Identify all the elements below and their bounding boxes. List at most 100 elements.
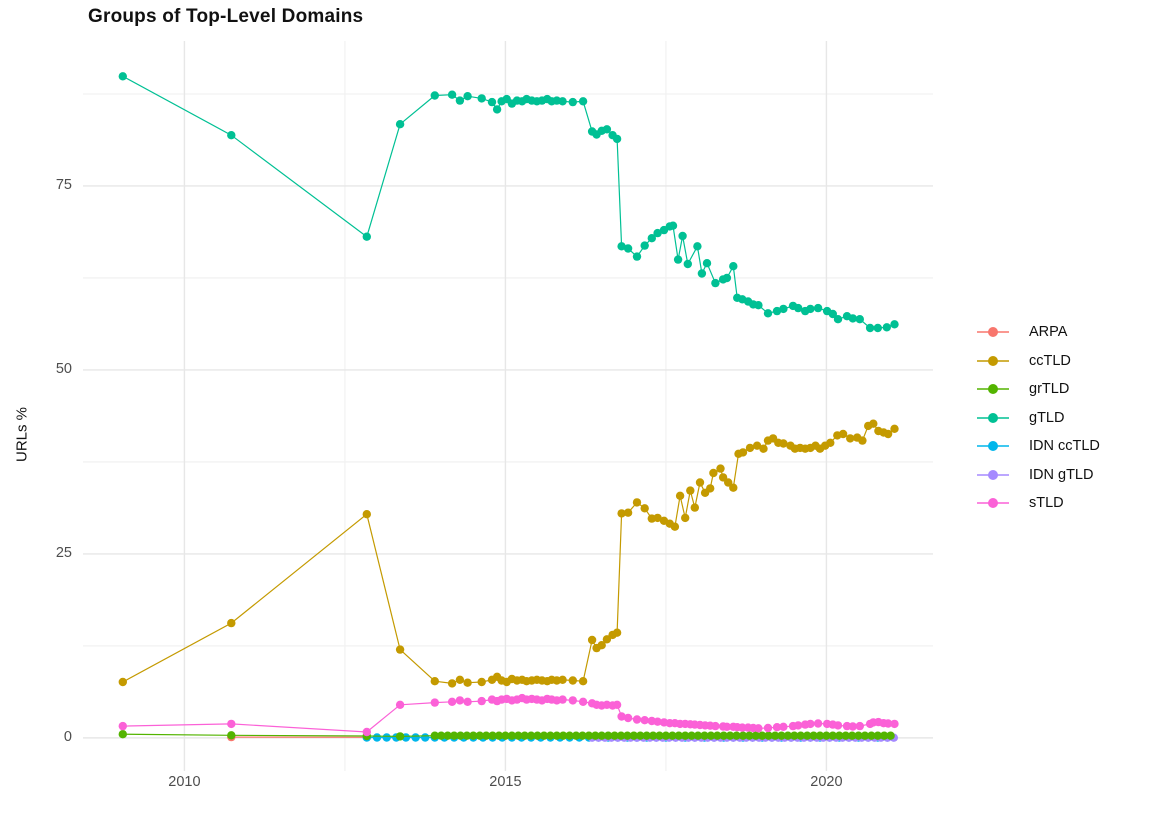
series-point-cctld [568,676,577,685]
series-point-grtld [488,731,497,740]
series-point-gtld [673,255,683,264]
series-point-stld [754,724,763,733]
series-point-gtld [463,92,472,101]
legend-item-grtld: grTLD [976,375,1100,404]
series-point-stld [890,719,899,729]
series-point-cctld [623,508,633,517]
series-point-cctld [709,468,718,478]
series-point-grtld [430,731,439,740]
series-point-stld [722,722,732,731]
series-point-stld [794,721,803,730]
series-point-cctld [716,464,725,473]
series-point-cctld [617,509,626,518]
series-point-cctld [759,444,768,453]
series-point-cctld [118,677,128,687]
series-point-gtld [455,96,465,105]
series-point-grtld [867,731,876,740]
series-point-cctld [681,513,690,523]
series-point-stld [227,719,236,729]
series-point-gtld [882,323,891,332]
series-point-idn-cctld [382,733,391,742]
series-point-stld [447,697,457,706]
legend-key-icon [977,355,1009,366]
series-point-grtld [706,731,716,740]
series-point-stld [806,719,815,729]
series-point-cctld [779,439,788,448]
series-point-grtld [642,731,651,740]
series-point-grtld [507,731,517,740]
legend-item-gtld: gTLD [976,404,1100,433]
series-point-stld [395,700,405,709]
legend-key-icon [977,441,1009,452]
series-point-cctld [477,677,486,687]
series-point-grtld [443,731,452,740]
series-point-gtld [632,252,642,261]
series-point-gtld [617,242,626,251]
series-point-stld [763,723,773,733]
series-point-grtld [687,731,696,740]
series-point-cctld [463,678,472,687]
series-point-gtld [702,259,712,268]
series-point-grtld [719,731,728,740]
legend-key-icon [977,469,1009,480]
series-point-grtld [648,731,658,740]
series-point-cctld [675,491,685,500]
legend-item-idn-cctld: IDN ccTLD [976,432,1100,461]
legend-item-idn-gtld: IDN gTLD [976,461,1100,490]
series-point-grtld [835,731,844,740]
legend-item-arpa: ARPA [976,318,1100,347]
series-point-grtld [681,731,690,740]
series-point-grtld [494,731,504,740]
series-point-grtld [655,731,664,740]
series-point-stld [632,715,642,724]
series-point-grtld [886,731,895,740]
series-point-stld [623,713,633,723]
series-point-gtld [568,97,577,107]
series-point-grtld [738,731,748,740]
series-point-stld [813,719,823,728]
series-point-cctld [640,504,649,513]
legend-key-icon [977,412,1009,423]
series-point-gtld [833,315,843,324]
series-point-grtld [783,731,793,740]
series-point-cctld [632,498,642,507]
series-point-gtld [806,304,815,314]
series-point-cctld [597,641,606,650]
series-point-cctld [826,438,835,447]
legend-label: IDN ccTLD [1029,438,1100,455]
series-point-grtld [854,731,863,740]
series-point-stld [617,712,626,721]
series-point-gtld [640,241,649,250]
series-point-gtld [794,303,803,313]
series-point-grtld [661,731,671,740]
series-point-stld [477,696,486,706]
series-point-gtld [118,72,128,81]
series-point-cctld [738,448,748,457]
y-tick-label: 0 [63,728,72,745]
series-point-gtld [678,231,687,241]
series-point-gtld [647,234,656,243]
legend-label: grTLD [1029,381,1070,398]
legend-label: ccTLD [1029,352,1071,369]
series-point-gtld [873,323,882,333]
series-point-stld [883,719,893,728]
series-point-grtld [822,731,831,740]
x-tick-label: 2010 [168,774,201,790]
series-point-gtld [395,120,405,129]
series-point-stld [640,716,649,725]
series-point-grtld [674,731,683,740]
series-point-stld [455,696,465,705]
series-point-grtld [758,731,767,740]
series-point-stld [848,722,857,731]
series-point-cctld [602,635,612,644]
series-point-grtld [770,731,780,740]
series-point-grtld [604,731,613,740]
series-point-cctld [846,434,855,443]
x-tick-label: 2020 [810,774,843,790]
series-point-grtld [514,731,523,740]
series-point-grtld [578,731,587,740]
series-point-cctld [455,675,465,684]
series-point-gtld [653,228,662,238]
